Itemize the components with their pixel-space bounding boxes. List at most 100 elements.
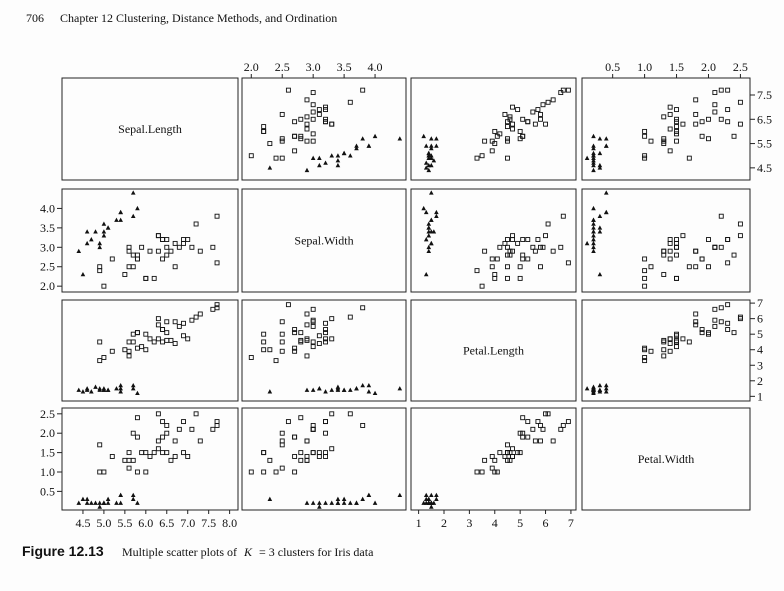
- point: [292, 434, 298, 440]
- point: [535, 419, 541, 425]
- point: [489, 264, 495, 270]
- point: [304, 457, 310, 463]
- point: [693, 264, 699, 270]
- x-tick-label: 3.0: [306, 60, 321, 74]
- point: [674, 244, 679, 250]
- point: [510, 104, 515, 110]
- point: [597, 389, 603, 394]
- point: [341, 500, 347, 505]
- point: [97, 500, 103, 505]
- point: [489, 465, 495, 471]
- point: [674, 275, 679, 281]
- panel: [241, 407, 407, 511]
- point: [366, 389, 372, 394]
- point: [267, 457, 273, 463]
- point: [89, 500, 94, 505]
- point: [130, 386, 136, 391]
- point: [298, 133, 304, 139]
- point: [674, 138, 679, 144]
- point: [686, 339, 692, 345]
- point: [505, 138, 510, 144]
- point: [126, 264, 132, 270]
- x-tick-label: 2.0: [701, 60, 716, 74]
- point: [347, 314, 353, 320]
- point: [725, 327, 731, 332]
- point: [550, 97, 556, 103]
- point: [597, 165, 603, 170]
- point: [429, 143, 434, 148]
- point: [642, 275, 648, 281]
- y-tick-label: 4.0: [40, 201, 55, 215]
- point: [591, 237, 596, 242]
- caption-symbol: K: [243, 545, 253, 559]
- point: [540, 244, 546, 250]
- panel: [241, 188, 407, 293]
- point: [505, 237, 510, 242]
- y-tick-label: 2.0: [40, 279, 55, 293]
- point: [317, 386, 322, 391]
- point: [130, 190, 136, 195]
- point: [661, 114, 667, 120]
- point: [97, 442, 103, 448]
- point: [323, 339, 328, 345]
- point: [674, 116, 679, 122]
- point: [164, 244, 170, 250]
- point: [535, 237, 541, 242]
- point: [591, 217, 596, 222]
- point: [545, 411, 551, 417]
- point: [147, 336, 153, 342]
- panel: [581, 77, 751, 181]
- point: [538, 111, 543, 117]
- point: [172, 264, 178, 270]
- point: [164, 252, 170, 258]
- point: [525, 119, 531, 125]
- point: [317, 500, 322, 505]
- point: [421, 133, 426, 139]
- point: [304, 126, 310, 132]
- point: [535, 107, 541, 113]
- x-tick-label: 7.0: [180, 516, 195, 530]
- x-tick-label: 2.5: [275, 60, 290, 74]
- point: [431, 158, 437, 163]
- point: [134, 330, 140, 336]
- point: [76, 248, 82, 253]
- point: [160, 339, 166, 345]
- point: [699, 256, 705, 262]
- point: [114, 500, 119, 505]
- point: [421, 205, 426, 211]
- point: [105, 500, 111, 505]
- point: [725, 87, 731, 93]
- point: [172, 341, 178, 346]
- point: [97, 469, 103, 475]
- y-tick-label: 2.5: [40, 407, 55, 421]
- point: [101, 233, 107, 238]
- point: [591, 143, 596, 148]
- point: [674, 331, 679, 337]
- y-tick-label: 3.5: [40, 221, 55, 235]
- y-tick-label: 7.5: [757, 88, 772, 102]
- point: [316, 341, 322, 346]
- point: [341, 496, 347, 501]
- point: [134, 434, 140, 440]
- point: [310, 109, 316, 115]
- point: [126, 450, 132, 456]
- point: [316, 454, 322, 459]
- point: [510, 237, 515, 242]
- point: [181, 320, 186, 326]
- point: [126, 348, 132, 354]
- point: [591, 158, 596, 163]
- point: [164, 450, 170, 456]
- point: [560, 87, 566, 93]
- point: [366, 492, 372, 498]
- point: [507, 450, 513, 456]
- point: [591, 233, 596, 238]
- point: [520, 116, 526, 122]
- point: [316, 450, 322, 456]
- point: [591, 162, 596, 168]
- point: [515, 240, 521, 246]
- point: [285, 419, 291, 425]
- point: [172, 438, 178, 444]
- point: [538, 438, 543, 444]
- point: [134, 469, 140, 475]
- point: [304, 500, 310, 505]
